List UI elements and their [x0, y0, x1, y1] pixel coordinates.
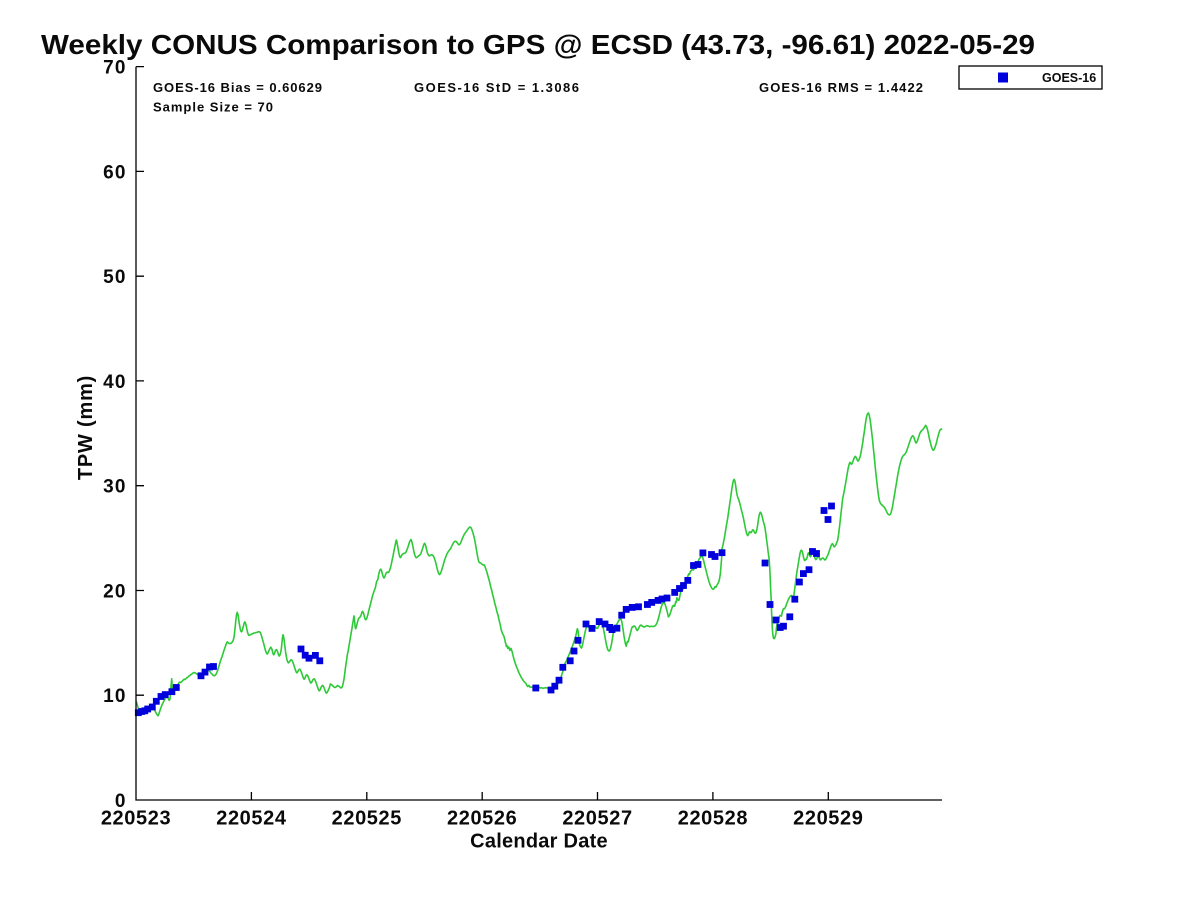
svg-text:220527: 220527 [562, 808, 632, 830]
svg-text:TPW (mm): TPW (mm) [75, 375, 97, 480]
svg-text:40: 40 [103, 372, 126, 393]
svg-text:20: 20 [103, 582, 126, 603]
svg-text:Sample Size = 70: Sample Size = 70 [153, 100, 273, 115]
svg-text:70: 70 [103, 58, 126, 79]
svg-text:GOES-16 StD = 1.3086: GOES-16 StD = 1.3086 [414, 80, 579, 95]
svg-text:220525: 220525 [332, 808, 402, 830]
svg-text:GOES-16 RMS = 1.4422: GOES-16 RMS = 1.4422 [759, 80, 923, 95]
svg-text:0: 0 [115, 791, 127, 812]
svg-text:Calendar Date: Calendar Date [470, 831, 608, 853]
svg-text:10: 10 [103, 686, 126, 707]
svg-text:220523: 220523 [101, 808, 171, 830]
svg-text:GOES-16: GOES-16 [1042, 71, 1096, 85]
svg-text:30: 30 [103, 477, 126, 498]
svg-text:220524: 220524 [216, 808, 287, 830]
svg-text:50: 50 [103, 267, 126, 288]
svg-text:220528: 220528 [678, 808, 748, 830]
svg-text:220526: 220526 [447, 808, 517, 830]
svg-text:GOES-16 Bias = 0.60629: GOES-16 Bias = 0.60629 [153, 80, 322, 95]
svg-text:220529: 220529 [793, 808, 863, 830]
svg-text:60: 60 [103, 162, 126, 183]
svg-text:Weekly CONUS Comparison to GPS: Weekly CONUS Comparison to GPS @ ECSD (4… [41, 29, 1035, 60]
